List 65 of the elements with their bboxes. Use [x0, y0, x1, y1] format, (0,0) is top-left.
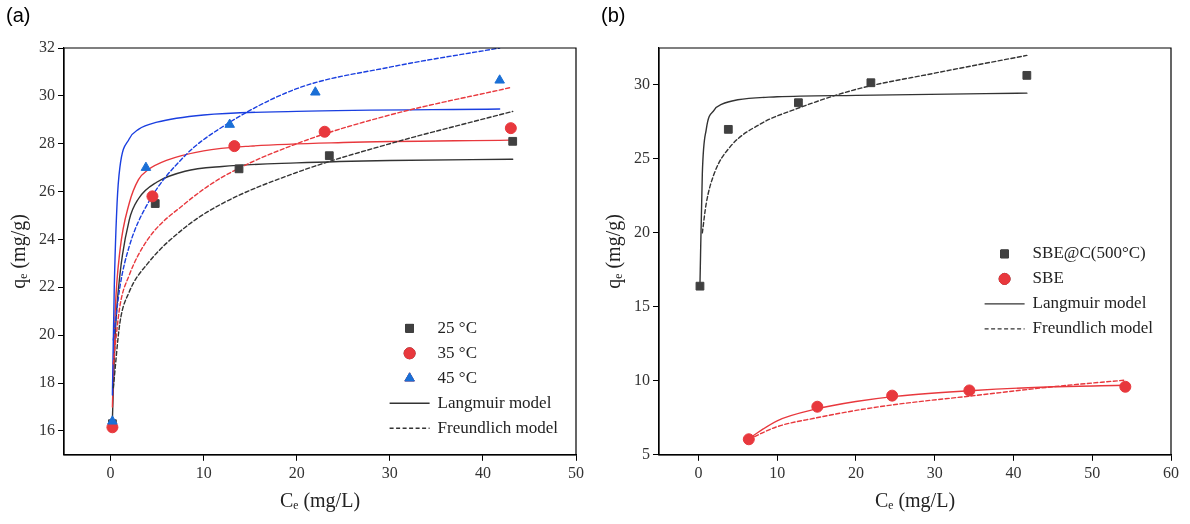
point: [695, 281, 705, 291]
point: [886, 389, 899, 402]
y-tick-label: 32: [39, 38, 55, 56]
point: [508, 136, 518, 146]
x-tick-label: 60: [1163, 463, 1179, 481]
x-axis-title: Cₑ (mg/L): [279, 489, 361, 513]
point: [224, 118, 235, 128]
legend-label: Freundlich model: [437, 417, 559, 437]
point: [866, 78, 876, 88]
x-tick-label: 30: [381, 463, 398, 481]
x-tick-label: 0: [694, 463, 703, 481]
y-tick-label: 24: [39, 229, 55, 247]
point: [794, 98, 803, 108]
point: [140, 161, 152, 171]
y-tick-label: 30: [39, 86, 55, 104]
legend-label: Langmuir model: [1032, 293, 1147, 313]
y-tick-label: 22: [39, 277, 55, 295]
x-tick-label: 10: [195, 463, 212, 481]
point: [310, 86, 321, 96]
point: [494, 74, 505, 84]
x-tick-label: 40: [1005, 463, 1022, 481]
x-tick-label: 50: [1084, 463, 1101, 481]
x-tick-label: 30: [926, 463, 943, 481]
x-tick-label: 20: [288, 463, 305, 481]
point: [146, 190, 159, 203]
y-tick-label: 20: [634, 223, 650, 241]
point: [504, 122, 517, 135]
point: [234, 164, 244, 174]
point: [1022, 70, 1032, 80]
point: [1119, 380, 1132, 393]
legend-label: SBE: [1032, 268, 1064, 288]
chart-title: (a): [6, 4, 31, 27]
point: [723, 124, 733, 134]
y-axis-title: qₑ (mg/g): [7, 214, 31, 289]
point: [742, 433, 755, 446]
x-tick-label: 20: [847, 463, 864, 481]
y-tick-label: 25: [634, 149, 650, 167]
y-axis-title: qₑ (mg/g): [602, 214, 626, 289]
legend-label: 35 °C: [437, 342, 477, 362]
x-tick-label: 0: [106, 463, 115, 481]
y-tick-label: 28: [39, 133, 55, 151]
y-tick-label: 30: [634, 75, 650, 93]
point: [228, 140, 241, 153]
y-tick-label: 15: [634, 297, 650, 315]
legend-label: 25 °C: [437, 317, 477, 337]
legend-label: Freundlich model: [1032, 318, 1154, 338]
point: [107, 415, 118, 425]
x-axis-title: Cₑ (mg/L): [874, 489, 956, 513]
y-tick-label: 18: [39, 373, 55, 391]
x-tick-label: 10: [769, 463, 786, 481]
x-tick-label: 40: [474, 463, 491, 481]
point: [811, 400, 824, 413]
legend-label: SBE@C(500°C): [1032, 243, 1146, 263]
y-tick-label: 16: [39, 421, 55, 439]
x-tick-label: 50: [568, 463, 584, 481]
legend-label: 45 °C: [437, 367, 477, 387]
point: [324, 151, 334, 161]
y-tick-label: 10: [634, 371, 650, 389]
legend-label: Langmuir model: [437, 392, 552, 412]
y-tick-label: 5: [642, 445, 650, 462]
point: [318, 125, 331, 138]
y-tick-label: 26: [39, 181, 55, 199]
y-tick-label: 20: [39, 325, 55, 343]
chart-title: (b): [601, 4, 626, 27]
point: [963, 384, 976, 397]
